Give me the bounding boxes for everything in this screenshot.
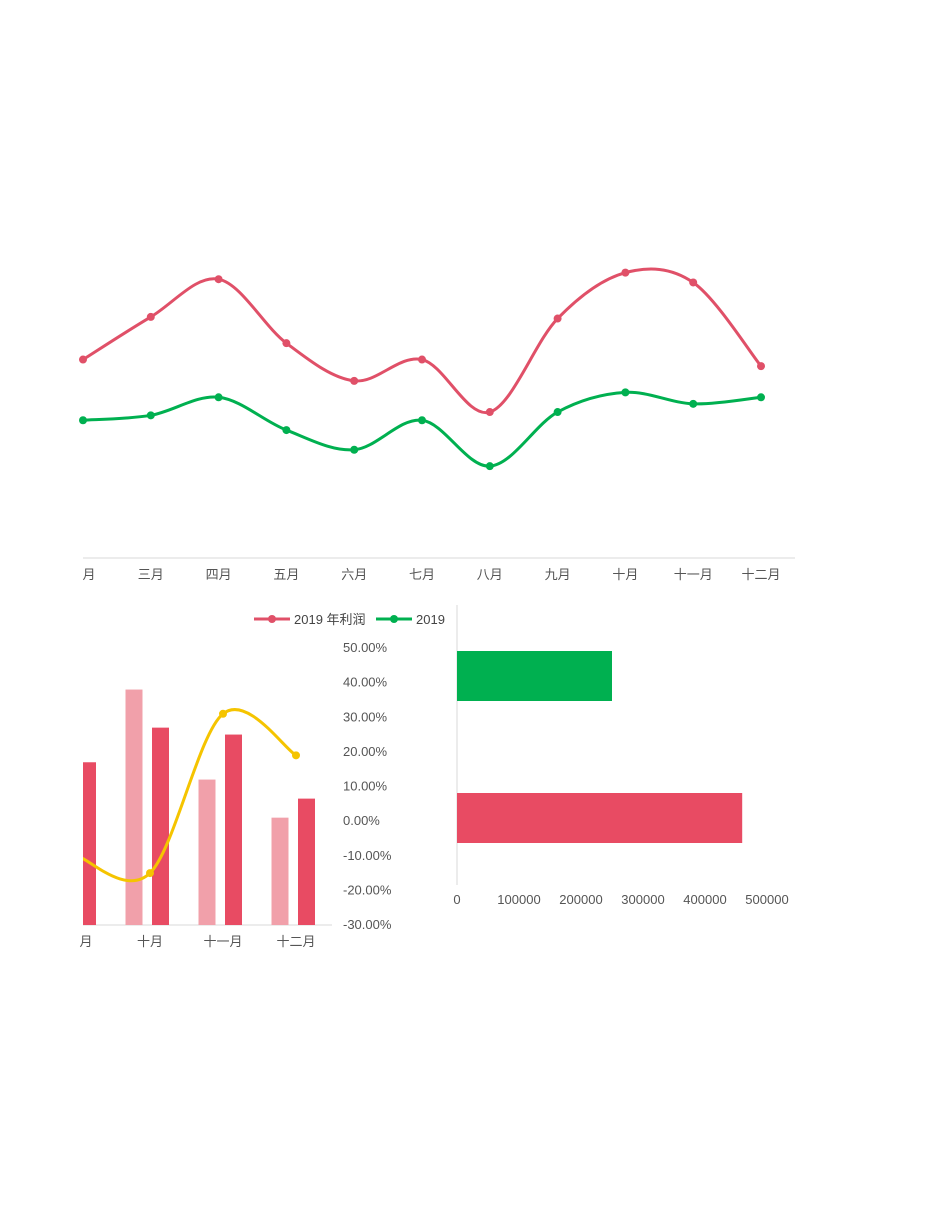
line-chart-point — [282, 339, 291, 348]
line-chart-series-green — [81, 390, 763, 468]
combo-bar-dark — [83, 762, 96, 925]
combo-x-tick-label: 十月 — [137, 934, 163, 949]
line-chart-point — [79, 416, 87, 425]
hbar-x-tick-label: 300000 — [621, 892, 664, 907]
monthly-line-chart: 月 三月 四月 五月 六月 七月 八月 九月 十月 十一月 十二月 2019 年利润 2019 — [79, 267, 795, 627]
hbar-x-tick-label: 200000 — [559, 892, 602, 907]
legend-label: 2019 年利润 — [294, 612, 366, 627]
line-chart-x-tick-label: 四月 — [206, 567, 232, 582]
line-chart-point — [689, 399, 698, 408]
line-chart-x-tick-label: 十二月 — [741, 567, 780, 582]
combo-x-tick-label: 月 — [79, 934, 92, 949]
line-chart-point — [146, 312, 155, 321]
line-chart-point — [146, 411, 155, 420]
hbar-x-tick-label: 100000 — [497, 892, 540, 907]
line-chart-x-tick-label: 八月 — [477, 567, 503, 582]
line-chart-point — [418, 355, 426, 364]
combo-bar-light — [271, 817, 289, 925]
line-chart-point — [757, 393, 765, 402]
combo-y2-tick-label: 20.00% — [343, 744, 388, 759]
line-chart-point — [350, 445, 359, 454]
combo-y2-tick-label: -10.00% — [343, 848, 392, 863]
combo-bar-dark — [152, 727, 169, 925]
line-chart-point — [282, 426, 291, 435]
line-chart-legend: 2019 年利润 2019 — [254, 612, 445, 627]
line-chart-x-tick-label: 六月 — [341, 567, 367, 582]
combo-y2-tick-label: 30.00% — [343, 709, 388, 724]
legend-swatch-marker — [390, 615, 398, 623]
line-chart-point — [485, 408, 494, 417]
line-chart-x-tick-label: 十月 — [612, 567, 638, 582]
line-chart-point — [689, 278, 698, 287]
line-chart-point — [621, 268, 630, 277]
hbar-bar — [457, 793, 743, 843]
combo-x-tick-label: 十一月 — [203, 934, 242, 949]
line-chart-point — [79, 355, 87, 364]
combo-bar-dark — [298, 798, 315, 925]
combo-y2-tick-label: 10.00% — [343, 779, 388, 794]
combo-bar-dark — [225, 734, 242, 925]
line-chart-x-tick-label: 七月 — [409, 567, 435, 582]
combo-line-point — [219, 709, 227, 718]
hbar-x-tick-label: 0 — [453, 892, 460, 907]
hbar-x-tick-label: 400000 — [683, 892, 726, 907]
line-chart-point — [757, 362, 765, 371]
combo-y2-tick-label: 40.00% — [343, 675, 388, 690]
combo-line-point — [292, 751, 300, 760]
hbar-x-tick-label: 500000 — [745, 892, 788, 907]
combo-y2-tick-label: 0.00% — [343, 813, 380, 828]
monthly-combo-chart: 月 十月 十一月 十二月 50.00% 40.00% 30.00% 20.00% 10.00% 0… — [79, 640, 392, 949]
line-chart-point — [350, 376, 359, 385]
legend-swatch-marker — [268, 615, 276, 623]
hbar-bar — [457, 651, 612, 701]
line-chart-point — [553, 314, 562, 323]
combo-y2-tick-label: 50.00% — [343, 640, 388, 655]
combo-line-series — [83, 708, 297, 883]
combo-y2-tick-label: -30.00% — [343, 917, 392, 932]
line-chart-point — [485, 462, 494, 471]
combo-x-tick-label: 十二月 — [276, 934, 315, 949]
line-chart-point — [214, 275, 223, 284]
line-chart-series-profit — [81, 267, 763, 414]
line-chart-point — [214, 393, 223, 402]
line-chart-point — [553, 408, 562, 417]
horizontal-bar-chart: 0 100000 200000 300000 400000 500000 — [453, 605, 789, 907]
line-chart-x-tick-label: 三月 — [138, 567, 164, 582]
legend-label: 2019 — [416, 612, 445, 627]
line-chart-x-tick-label: 五月 — [273, 567, 299, 582]
combo-bar-light — [125, 689, 143, 925]
line-chart-x-tick-label: 九月 — [545, 567, 571, 582]
combo-line-point — [146, 869, 154, 878]
line-chart-x-tick-label: 十一月 — [674, 567, 713, 582]
line-chart-point — [418, 416, 426, 425]
line-chart-x-tick-label: 月 — [82, 567, 95, 582]
combo-y2-tick-label: -20.00% — [343, 882, 392, 897]
line-chart-point — [621, 388, 630, 397]
combo-bar-light — [198, 779, 216, 925]
